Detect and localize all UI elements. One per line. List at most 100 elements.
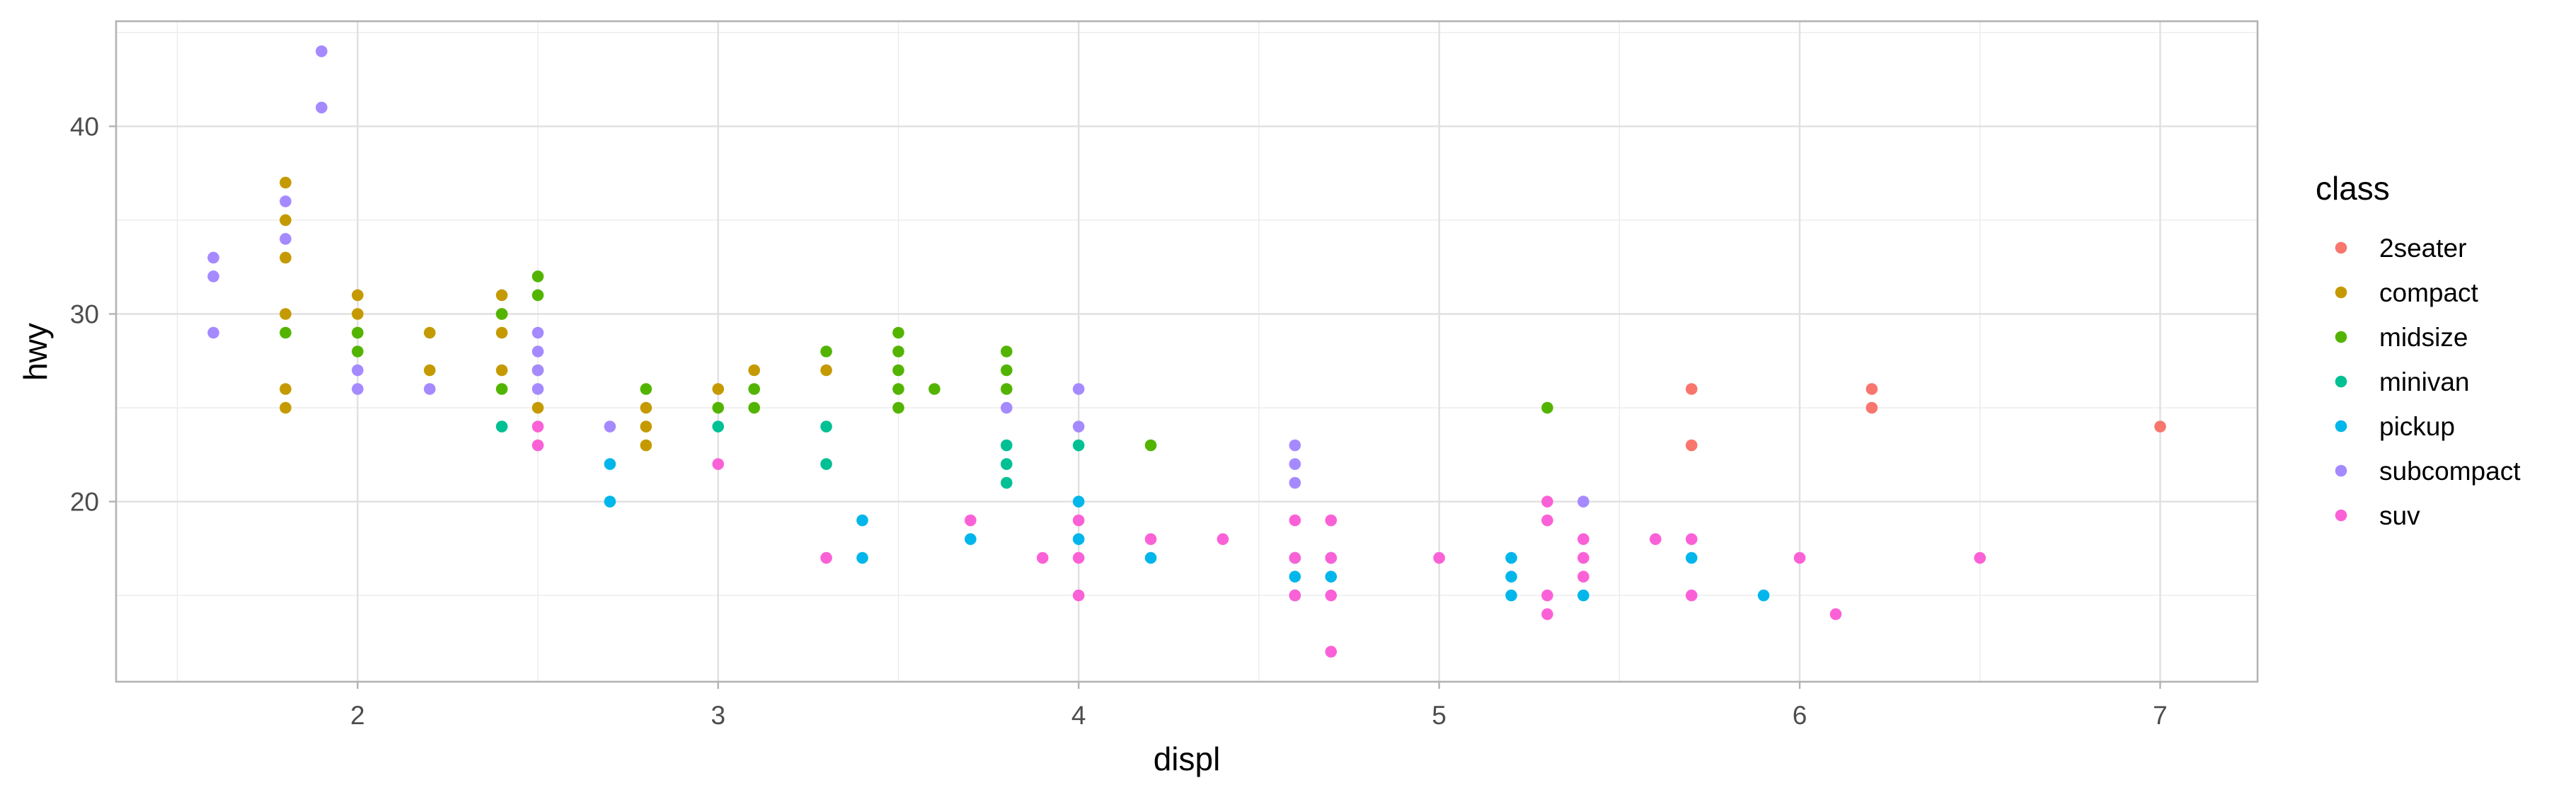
data-point (604, 421, 616, 433)
data-point (1685, 533, 1698, 545)
minor-gridlines (116, 21, 2258, 682)
data-point (712, 421, 725, 433)
data-point (1000, 476, 1013, 489)
data-point (1289, 458, 1301, 470)
x-axis-ticks: 2 3 4 5 6 7 (350, 682, 2168, 730)
data-point (1000, 364, 1013, 377)
data-point (1865, 383, 1878, 395)
major-gridlines (116, 21, 2258, 682)
y-tick-label: 40 (70, 112, 99, 141)
data-point (1000, 401, 1013, 414)
data-point (531, 401, 544, 414)
data-point (1000, 345, 1013, 358)
data-point (820, 421, 832, 433)
x-tick-label: 3 (711, 701, 725, 730)
x-tick-label: 5 (1432, 701, 1447, 730)
data-point (1289, 571, 1301, 583)
data-point (495, 421, 508, 433)
data-point (1144, 551, 1157, 564)
x-tick-label: 6 (1793, 701, 1807, 730)
data-point (352, 289, 364, 302)
data-point (423, 383, 436, 395)
data-point (1072, 533, 1085, 545)
data-point (1577, 589, 1589, 602)
data-point (531, 345, 544, 358)
data-point (1289, 551, 1301, 564)
data-point (604, 458, 616, 470)
data-point (1325, 589, 1338, 602)
data-point (352, 345, 364, 358)
data-point (965, 533, 977, 545)
series-2seater (1685, 383, 2166, 452)
data-point (280, 176, 292, 189)
data-point (280, 195, 292, 207)
data-point (1000, 383, 1013, 395)
data-point (352, 308, 364, 320)
x-axis-title: displ (1154, 740, 1221, 777)
data-point (1541, 514, 1553, 527)
legend-key (2335, 286, 2347, 299)
data-point (1541, 589, 1553, 602)
data-point (531, 421, 544, 433)
data-point (531, 289, 544, 302)
data-point (1325, 571, 1338, 583)
x-tick-label: 2 (350, 701, 365, 730)
x-tick-label: 4 (1071, 701, 1086, 730)
data-point (928, 383, 941, 395)
data-point (1072, 589, 1085, 602)
data-point (820, 364, 832, 377)
data-point (1144, 533, 1157, 545)
data-point (1325, 646, 1338, 658)
data-point (1577, 551, 1589, 564)
data-point (856, 514, 868, 527)
y-axis-title: hwy (17, 323, 54, 381)
legend-label: pickup (2379, 412, 2455, 441)
data-point (1505, 571, 1517, 583)
legend-key (2335, 464, 2347, 477)
data-point (352, 326, 364, 339)
data-point (1072, 439, 1085, 452)
data-point (712, 383, 725, 395)
data-point (1541, 608, 1553, 620)
data-point (280, 251, 292, 264)
data-point (1325, 551, 1338, 564)
legend-label: subcompact (2379, 457, 2521, 486)
data-point (1685, 551, 1698, 564)
data-point (712, 458, 725, 470)
data-point (531, 383, 544, 395)
data-point (820, 551, 832, 564)
data-point (352, 383, 364, 395)
data-point (1505, 551, 1517, 564)
data-point (280, 383, 292, 395)
data-point (2154, 421, 2166, 433)
series-subcompact (207, 45, 1589, 508)
legend-key (2335, 375, 2347, 388)
data-point (892, 383, 904, 395)
data-point (1072, 421, 1085, 433)
data-point (820, 458, 832, 470)
data-point (1072, 383, 1085, 395)
data-points (207, 45, 2166, 658)
data-point (1865, 401, 1878, 414)
legend: class 2seater compact midsize minivan pickup… (2316, 170, 2521, 530)
plot-panel-background (116, 21, 2258, 682)
data-point (1505, 589, 1517, 602)
legend-title: class (2316, 170, 2390, 207)
plot-panel-border (115, 20, 2259, 683)
y-tick-label: 30 (70, 299, 99, 328)
data-point (495, 364, 508, 377)
data-point (1577, 533, 1589, 545)
data-point (280, 233, 292, 245)
legend-key (2335, 509, 2347, 522)
data-point (892, 401, 904, 414)
data-point (640, 421, 652, 433)
legend-key (2335, 420, 2347, 433)
data-point (1685, 383, 1698, 395)
data-point (1000, 439, 1013, 452)
data-point (712, 401, 725, 414)
data-point (423, 364, 436, 377)
data-point (1577, 496, 1589, 508)
data-point (892, 364, 904, 377)
legend-label: midsize (2379, 323, 2468, 352)
